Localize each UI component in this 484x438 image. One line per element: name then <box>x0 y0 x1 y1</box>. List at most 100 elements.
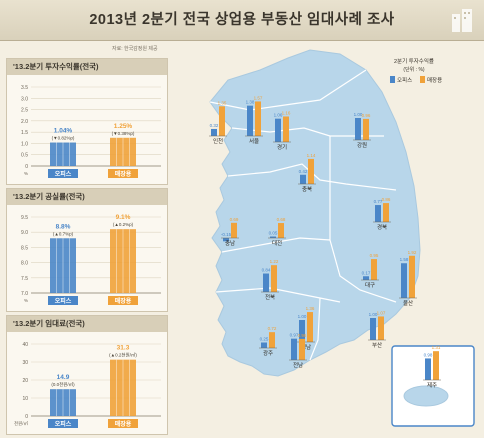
region-group: 0.32 1.35 인천 <box>209 100 227 145</box>
region-group: -0.15 0.69 충남 <box>221 217 239 247</box>
region-label: 전북 <box>265 293 275 301</box>
return-bar-group <box>50 142 76 166</box>
region-bar <box>371 259 377 280</box>
region-value-label: 0.25 <box>260 337 269 342</box>
header-bar: 2013년 2분기 전국 상업용 부동산 임대사례 조사 <box>0 0 484 41</box>
return-value-label: 1.25% <box>114 123 133 130</box>
region-value-label: 0.95 <box>370 253 379 258</box>
region-group: 1.00 0.96 강원 <box>353 112 371 149</box>
region-label: 충북 <box>302 185 312 193</box>
region-label: 경남 <box>301 343 311 351</box>
vacancy-category-tag <box>108 296 138 305</box>
region-value-label: 1.00 <box>369 312 378 317</box>
rent-bar-group <box>50 389 76 416</box>
region-bar <box>270 236 276 238</box>
rent-bar-group <box>110 359 136 416</box>
region-bar <box>219 106 225 136</box>
region-group: 1.06 1.16 경기 <box>273 110 291 151</box>
region-label: 경기 <box>277 143 287 151</box>
page-title: 2013년 2분기 전국 상업용 부동산 임대사례 조사 <box>89 12 395 28</box>
region-value-label: 0.69 <box>230 217 239 222</box>
region-value-label: 1.16 <box>282 110 291 115</box>
regional-map-chart: 2분기 투자수익률(단위 : %)오피스 매장용0.321.35인천1.381.5… <box>209 49 475 427</box>
region-value-label: 0.77 <box>374 199 383 204</box>
vacancy-ytick-label: 8.0 <box>21 261 28 267</box>
vacancy-category-label: 매장용 <box>115 297 132 305</box>
rent-category-tag <box>108 419 138 428</box>
region-value-label: 1.58 <box>400 257 409 262</box>
region-label: 강원 <box>357 141 367 149</box>
return-value-label: 1.04% <box>54 128 73 135</box>
panel-rent: '13.2분기 임대료(전국) 0 10 20 30 40 천원/㎡ 14.9 (0.0천원/… <box>6 315 168 435</box>
region-group: 1.00 1.07 부산 <box>368 310 386 349</box>
region-group: 0.77 0.86 경북 <box>373 197 391 231</box>
rent-ytick-label: 40 <box>22 342 28 348</box>
legend-title: 2분기 투자수익률 <box>394 57 434 65</box>
region-label: 제주 <box>427 381 437 389</box>
region-bar <box>308 158 314 184</box>
rent-ytick-label: 0 <box>25 414 28 420</box>
province-border <box>215 287 341 303</box>
region-label: 서울 <box>249 137 259 145</box>
building-icon <box>452 9 472 32</box>
region-group: 1.58 1.92 울산 <box>399 250 417 307</box>
region-value-label: 0.17 <box>362 270 371 275</box>
region-value-label: -0.15 <box>221 232 232 237</box>
return-category-label: 오피스 <box>55 170 72 178</box>
return-category-label: 매장용 <box>115 170 132 178</box>
region-label: 부산 <box>372 341 382 349</box>
chart-vacancy: 7.0 7.5 8.0 8.5 9.0 9.5% 8.8%(▲0.7%p) 오피스 9.1%(▲… <box>21 214 161 305</box>
legend-unit: (단위 : %) <box>403 66 424 73</box>
region-value-label: 1.07 <box>377 310 386 315</box>
panel-title-rent: '13.2분기 임대료(전국) <box>7 316 167 332</box>
return-category-tag <box>108 169 138 178</box>
region-value-label: 0.97 <box>290 333 299 338</box>
vacancy-ytick-label: 7.0 <box>21 291 28 297</box>
region-group: 1.381.57 서울 <box>245 95 263 145</box>
return-change-label: (▼0.82%p) <box>52 136 75 141</box>
region-group: 0.05 0.68 대전 <box>268 217 286 247</box>
region-bar <box>307 312 313 342</box>
vacancy-ytick-label: 9.0 <box>21 230 28 236</box>
rent-category-tag <box>48 419 78 428</box>
chart-rent: 0 10 20 30 40 천원/㎡ 14.9(0.0천원/㎡) 오피스 31.3(▲0.2천원… <box>14 342 161 428</box>
return-ytick-label: 2.5 <box>21 108 28 114</box>
region-bar <box>433 351 439 380</box>
region-bar <box>383 203 389 222</box>
rent-change-label: (▲0.2천원/㎡) <box>109 352 137 358</box>
panel-vacancy: '13.2분기 공실률(전국) 7.0 7.5 8.0 8.5 9.0 9.5% 8.8%(… <box>6 188 168 312</box>
region-value-label: 1.35 <box>218 100 227 105</box>
vacancy-bar-group <box>50 238 76 293</box>
region-value-label: 1.00 <box>354 112 363 117</box>
region-bar <box>278 223 284 238</box>
rent-value-label: 31.3 <box>117 345 130 352</box>
return-ytick-label: 3.5 <box>21 85 28 91</box>
vacancy-value-label: 8.8% <box>56 223 71 230</box>
vacancy-change-label: (▲0.2%p) <box>113 222 134 227</box>
region-value-label: 0.98 <box>424 352 433 357</box>
region-value-label: 1.22 <box>270 259 279 264</box>
vacancy-category-tag <box>48 296 78 305</box>
return-ytick-label: 0.5 <box>21 153 28 159</box>
region-bar <box>271 265 277 292</box>
legend-office-swatch <box>390 76 395 83</box>
region-group: 0.25 0.72 광주 <box>259 326 277 357</box>
region-bar <box>247 105 253 136</box>
region-value-label: 1.31 <box>432 345 441 350</box>
province-border <box>221 237 331 253</box>
region-bar <box>223 238 229 242</box>
rent-change-label: (0.0천원/㎡) <box>51 381 75 387</box>
return-ytick-label: 1.0 <box>21 141 28 147</box>
region-label: 경북 <box>377 224 387 231</box>
region-bar <box>375 205 381 222</box>
source-note: 자료: 한국감정원 제공 <box>112 46 158 52</box>
vacancy-ytick-label: 8.5 <box>21 245 28 251</box>
panel-return: '13.2분기 투자수익률(전국) 0 0.5 1.0 1.5 2.0 2.5 3.0 3.5… <box>6 58 168 185</box>
region-group: 0.84 1.22 전북 <box>261 259 279 301</box>
region-bar <box>211 128 217 136</box>
return-category-tag <box>48 169 78 178</box>
return-ytick-label: 3.0 <box>21 96 28 102</box>
region-group: 0.98 1.31 제주 <box>423 345 441 389</box>
region-bar <box>299 320 305 342</box>
region-value-label: 1.38 <box>246 100 255 105</box>
